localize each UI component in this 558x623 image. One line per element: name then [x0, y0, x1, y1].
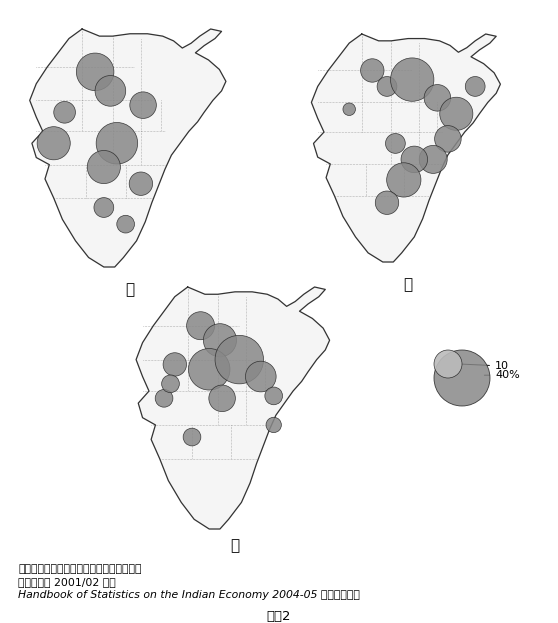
Circle shape	[76, 53, 114, 90]
Text: キ: キ	[403, 277, 412, 292]
Circle shape	[162, 375, 179, 392]
Circle shape	[265, 387, 282, 405]
Circle shape	[377, 77, 397, 97]
Circle shape	[387, 163, 421, 197]
Circle shape	[186, 312, 215, 340]
Circle shape	[376, 191, 399, 214]
Circle shape	[203, 324, 237, 357]
Circle shape	[130, 92, 156, 118]
Circle shape	[215, 335, 263, 384]
Circle shape	[183, 428, 201, 446]
Text: 40%: 40%	[484, 370, 519, 380]
Polygon shape	[311, 34, 501, 262]
Text: Handbook of Statistics on the Indian Economy 2004-05 により作成。: Handbook of Statistics on the Indian Eco…	[18, 590, 360, 600]
Text: 統計年次は 2001/02 年。: 統計年次は 2001/02 年。	[18, 577, 116, 587]
Circle shape	[435, 126, 461, 152]
Text: ク: ク	[230, 538, 239, 553]
Text: 割合が１％未満の州については省略した。: 割合が１％未満の州については省略した。	[18, 564, 142, 574]
Circle shape	[440, 97, 473, 130]
Circle shape	[87, 151, 121, 184]
Polygon shape	[30, 29, 226, 267]
Circle shape	[163, 353, 186, 376]
Text: 図　2: 図 2	[267, 610, 291, 623]
Polygon shape	[136, 287, 330, 529]
Circle shape	[189, 348, 230, 390]
Circle shape	[37, 126, 70, 160]
Circle shape	[386, 133, 405, 153]
Circle shape	[117, 216, 134, 233]
Circle shape	[465, 77, 485, 97]
Circle shape	[391, 58, 434, 102]
Circle shape	[94, 197, 114, 217]
Circle shape	[401, 146, 427, 173]
Circle shape	[155, 389, 173, 407]
Circle shape	[360, 59, 384, 82]
Circle shape	[54, 102, 75, 123]
Circle shape	[343, 103, 355, 115]
Circle shape	[246, 361, 276, 392]
Circle shape	[434, 350, 490, 406]
Circle shape	[424, 85, 451, 111]
Circle shape	[129, 172, 153, 196]
Circle shape	[419, 145, 447, 173]
Text: 10: 10	[462, 361, 509, 371]
Text: カ: カ	[126, 282, 134, 297]
Circle shape	[209, 385, 235, 412]
Circle shape	[96, 123, 138, 164]
Circle shape	[434, 350, 462, 378]
Circle shape	[95, 75, 126, 106]
Circle shape	[266, 417, 281, 432]
